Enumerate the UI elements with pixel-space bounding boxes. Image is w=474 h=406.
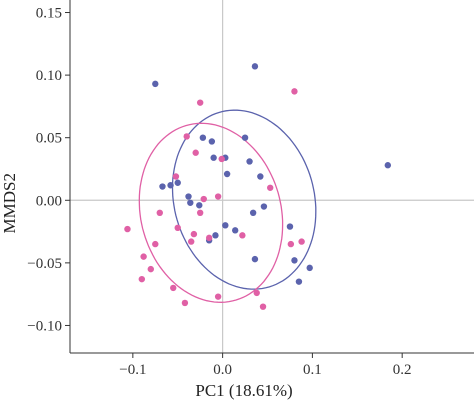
data-point-group-2	[138, 275, 146, 283]
x-tick-label: 0.2	[393, 362, 412, 378]
data-point-group-2	[156, 209, 163, 217]
data-point-group-1	[199, 134, 207, 141]
data-point-group-1	[174, 179, 181, 186]
data-point-group-1	[260, 203, 268, 210]
data-point-group-2	[190, 230, 198, 238]
data-point-group-2	[259, 303, 267, 310]
data-point-group-2	[253, 289, 260, 297]
axes: −0.1 0.0 0.1 0.2 −0.10 −0.05 0.00 0.05 0.10 0.15	[27, 0, 474, 378]
data-point-group-2	[267, 184, 274, 191]
data-point-group-2	[239, 232, 246, 239]
data-point-group-1	[210, 154, 217, 161]
x-tick-label: 0.0	[213, 362, 232, 378]
data-point-group-1	[196, 202, 203, 209]
data-point-group-1	[223, 170, 231, 178]
data-point-group-1	[222, 222, 229, 229]
data-point-group-2	[291, 88, 298, 95]
confidence-ellipse-2	[138, 122, 284, 303]
data-point-group-1	[251, 63, 259, 70]
x-tick-label: 0.1	[303, 362, 322, 378]
data-point-group-1	[295, 278, 303, 285]
data-point-group-2	[188, 238, 195, 245]
y-tick-label: −0.10	[27, 318, 62, 334]
data-point-group-1	[286, 223, 294, 230]
data-point-group-1	[306, 264, 313, 272]
data-point-group-1	[257, 173, 264, 180]
data-point-group-1	[231, 227, 239, 234]
y-axis-title: MMDS2	[0, 173, 19, 233]
data-point-group-2	[170, 284, 177, 292]
plot-area	[70, 0, 474, 353]
data-point-group-1	[384, 162, 392, 169]
y-tick-label: −0.05	[27, 256, 62, 272]
data-point-group-1	[246, 158, 253, 165]
data-point-group-2	[174, 224, 181, 232]
data-point-group-1	[251, 255, 259, 263]
data-point-group-2	[124, 225, 131, 233]
data-point-group-1	[249, 209, 257, 217]
data-point-group-2	[196, 209, 204, 217]
data-point-group-2	[172, 173, 180, 180]
data-point-group-2	[140, 253, 147, 260]
data-point-group-2	[214, 293, 222, 300]
data-point-group-2	[298, 238, 305, 245]
data-point-group-2	[192, 149, 199, 156]
data-point-group-1	[291, 257, 298, 264]
y-tick-label: 0.15	[36, 6, 62, 22]
data-point-group-2	[218, 155, 225, 163]
data-point-group-1	[167, 182, 174, 189]
data-point-group-1	[208, 138, 216, 145]
y-tick-label: 0.10	[36, 68, 62, 84]
data-point-group-2	[287, 240, 295, 248]
data-point-group-2	[147, 265, 154, 273]
data-point-group-1	[187, 199, 194, 206]
data-point-group-1	[159, 183, 166, 190]
data-point-group-2	[181, 299, 189, 307]
y-tick-label: 0.05	[36, 131, 62, 147]
confidence-ellipse-1	[171, 109, 317, 290]
y-tick-label: 0.00	[36, 193, 62, 209]
data-point-group-1	[241, 134, 249, 141]
data-point-group-2	[205, 234, 213, 242]
data-point-group-2	[200, 195, 207, 203]
data-point-group-1	[185, 193, 192, 200]
data-point-group-2	[152, 240, 159, 248]
x-axis-title: PC1 (18.61%)	[195, 381, 292, 400]
data-point-group-2	[183, 133, 190, 140]
data-point-group-1	[212, 232, 219, 239]
data-point-group-2	[214, 193, 222, 200]
x-tick-label: −0.1	[119, 362, 146, 378]
data-point-group-2	[196, 99, 204, 106]
data-point-group-1	[152, 80, 159, 88]
